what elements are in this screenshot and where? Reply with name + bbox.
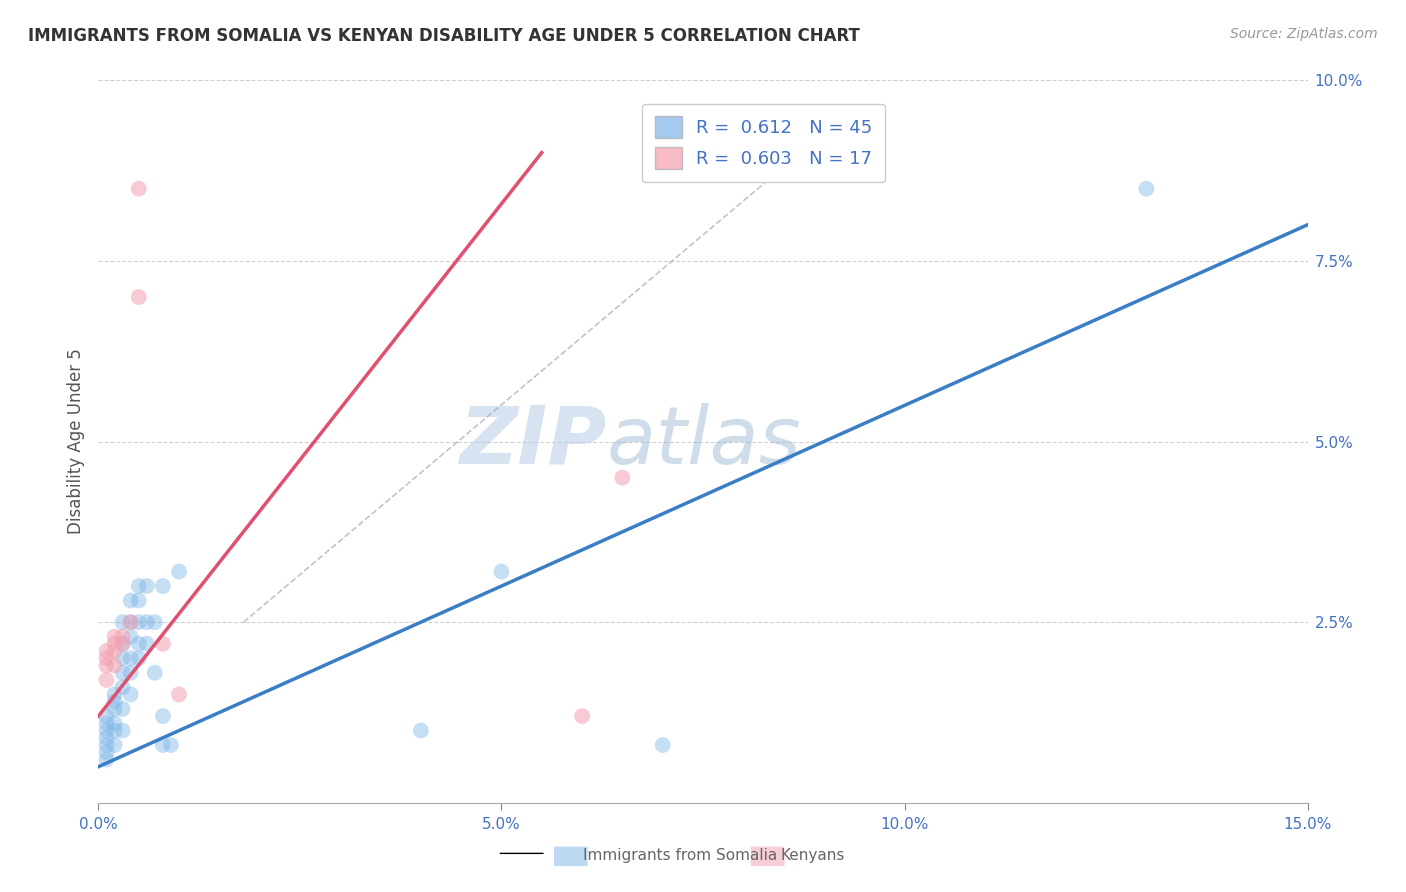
Point [120, 593, 142, 607]
Point [612, 471, 634, 485]
Point [120, 665, 142, 680]
Point [571, 709, 593, 723]
Point [143, 615, 166, 630]
Point [128, 615, 150, 630]
Point [111, 680, 134, 694]
Point [96, 752, 118, 766]
Point [103, 637, 125, 651]
Point [491, 565, 513, 579]
Point [128, 637, 150, 651]
Point [120, 615, 142, 630]
Point [96, 716, 118, 731]
Text: Kenyans: Kenyans [780, 848, 845, 863]
Point [103, 687, 125, 701]
Point [111, 615, 134, 630]
Point [120, 615, 142, 630]
Point [103, 702, 125, 716]
Point [120, 687, 142, 701]
Text: atlas: atlas [606, 402, 801, 481]
Point [111, 630, 134, 644]
Text: Source: ZipAtlas.com: Source: ZipAtlas.com [1230, 27, 1378, 41]
Point [96, 673, 118, 687]
Point [111, 651, 134, 665]
Point [152, 738, 174, 752]
Text: ZIP: ZIP [458, 402, 606, 481]
Point [111, 665, 134, 680]
Point [103, 695, 125, 709]
Point [111, 637, 134, 651]
Point [103, 716, 125, 731]
Point [111, 702, 134, 716]
Point [135, 637, 157, 651]
Point [103, 658, 125, 673]
Point [135, 579, 157, 593]
Y-axis label: Disability Age Under 5: Disability Age Under 5 [66, 349, 84, 534]
Point [96, 723, 118, 738]
Point [120, 630, 142, 644]
Point [167, 565, 190, 579]
Point [96, 709, 118, 723]
Point [96, 644, 118, 658]
Point [120, 651, 142, 665]
Point [152, 709, 174, 723]
Point [152, 579, 174, 593]
Point [128, 182, 150, 196]
Point [96, 745, 118, 759]
Point [128, 579, 150, 593]
Point [103, 644, 125, 658]
Text: IMMIGRANTS FROM SOMALIA VS KENYAN DISABILITY AGE UNDER 5 CORRELATION CHART: IMMIGRANTS FROM SOMALIA VS KENYAN DISABI… [28, 27, 860, 45]
Point [152, 637, 174, 651]
Point [96, 738, 118, 752]
Point [128, 290, 150, 304]
Point [1135, 182, 1157, 196]
Point [135, 615, 157, 630]
Point [103, 723, 125, 738]
Point [409, 723, 432, 738]
Point [103, 630, 125, 644]
Point [111, 637, 134, 651]
Point [96, 651, 118, 665]
Point [167, 687, 190, 701]
Point [651, 738, 673, 752]
Point [160, 738, 183, 752]
Legend: R =  0.612   N = 45, R =  0.603   N = 17: R = 0.612 N = 45, R = 0.603 N = 17 [643, 103, 884, 182]
Text: Immigrants from Somalia: Immigrants from Somalia [583, 848, 778, 863]
Point [96, 658, 118, 673]
Point [103, 738, 125, 752]
Point [96, 731, 118, 745]
Point [111, 723, 134, 738]
Point [143, 665, 166, 680]
Point [128, 593, 150, 607]
Point [128, 651, 150, 665]
